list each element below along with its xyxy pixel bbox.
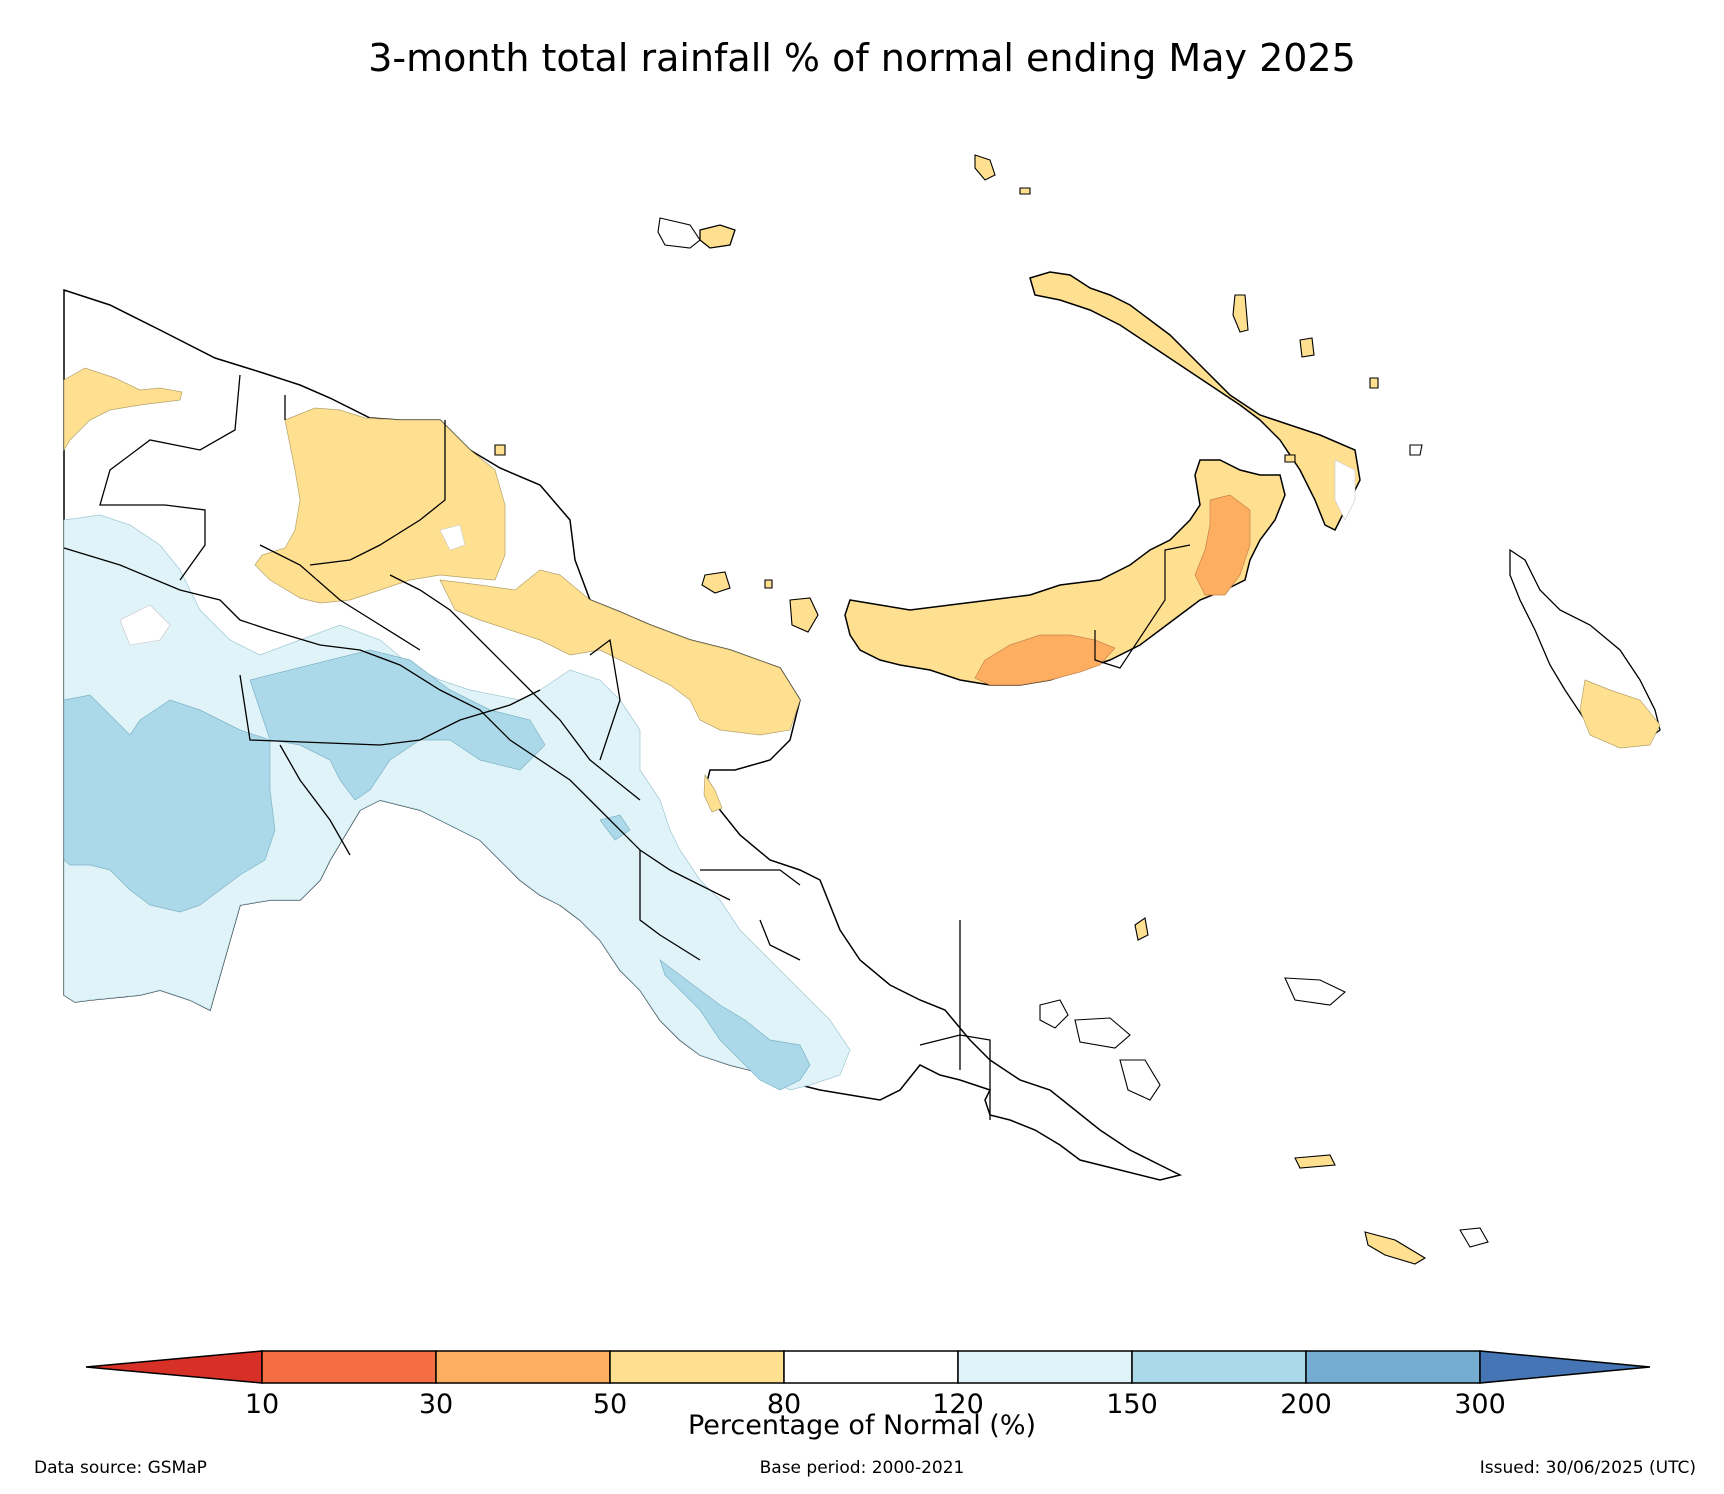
new-britain-province-line <box>1094 544 1191 669</box>
rainfall-map <box>63 154 1661 1265</box>
colorbar-segment-10-30 <box>261 1350 437 1384</box>
southwest-light-blue <box>63 514 851 1091</box>
colorbar-tick-label: 200 <box>1280 1389 1332 1420</box>
bougainville-yellow <box>1579 679 1661 749</box>
island-misima <box>1294 1154 1336 1169</box>
island-karkar <box>701 571 731 594</box>
bougainville <box>1509 548 1661 749</box>
northwest-corner-yellow <box>63 367 183 452</box>
new-britain-orange-east <box>1194 494 1251 596</box>
colorbar-segment-80-120 <box>783 1350 959 1384</box>
white-pocket-north <box>439 524 466 551</box>
colorbar-segment-200-300 <box>1305 1350 1481 1384</box>
new-britain <box>844 459 1286 686</box>
data-source: Data source: GSMaP <box>34 1458 207 1478</box>
small-islands <box>494 154 1489 1265</box>
base-period: Base period: 2000-2021 <box>759 1458 965 1478</box>
map-title: 3-month total rainfall % of normal endin… <box>368 36 1356 80</box>
colorbar-segment-50-80 <box>609 1350 785 1384</box>
north-yellow-zone <box>254 407 506 604</box>
colorbar-tick-label: 120 <box>932 1389 984 1420</box>
southwest-blue-area <box>63 694 276 913</box>
colorbar: 10 30 50 80 120 150 200 300 <box>85 1350 1651 1420</box>
island-wuvulu <box>494 444 506 456</box>
island-tanga <box>1369 377 1379 389</box>
new-britain-orange-south <box>974 634 1116 686</box>
colorbar-tick-label: 150 <box>1106 1389 1158 1420</box>
island-duke-york <box>1284 454 1296 463</box>
island-feni <box>1409 444 1423 456</box>
colorbar-tick-label: 30 <box>419 1389 453 1420</box>
island-mussau <box>974 154 996 181</box>
island-sudest <box>1364 1231 1427 1265</box>
island-umboi <box>764 579 773 589</box>
island-rossel <box>1459 1227 1489 1248</box>
south-coast-blue-area <box>659 959 811 1091</box>
mainland <box>63 288 1183 1181</box>
island-woodlark <box>1284 977 1346 1006</box>
small-blue-patch <box>599 814 631 841</box>
new-ireland-white-tip <box>1334 459 1356 521</box>
colorbar-tick-label: 80 <box>767 1389 801 1420</box>
colorbar-tick-label: 300 <box>1454 1389 1506 1420</box>
province-boundaries <box>63 374 991 1120</box>
colorbar-tick-label: 50 <box>593 1389 627 1420</box>
new-ireland <box>1029 271 1361 532</box>
manus <box>657 217 736 249</box>
colorbar-segment-150-200 <box>1131 1350 1307 1384</box>
island-long <box>789 597 819 633</box>
central-blue-area <box>249 649 546 801</box>
island-fergusson <box>1074 1017 1131 1049</box>
colorbar-label: Percentage of Normal (%) <box>687 1410 1037 1441</box>
island-goodenough <box>1039 999 1069 1029</box>
colorbar-tick-label: 10 <box>245 1389 279 1420</box>
new-britain-land <box>844 459 1286 686</box>
island-emirau <box>1019 187 1031 195</box>
colorbar-segment-120-150 <box>957 1350 1133 1384</box>
island-trobriand <box>1134 917 1149 941</box>
island-normanby <box>1119 1059 1161 1101</box>
island-lihir <box>1299 337 1315 358</box>
coastal-yellow-strip <box>703 773 723 813</box>
colorbar-segment-lt10 <box>85 1350 263 1384</box>
colorbar-segment-gt300 <box>1479 1350 1651 1384</box>
issued-date: Issued: 30/06/2025 (UTC) <box>1479 1458 1696 1478</box>
colorbar-segment-30-50 <box>435 1350 611 1384</box>
north-yellow-zone-east <box>439 569 801 736</box>
colorbar-ticks: 10 30 50 80 120 150 200 300 <box>245 1389 1506 1420</box>
island-tabar <box>1232 294 1249 333</box>
manus-outline <box>657 217 701 249</box>
white-pocket-west <box>119 604 171 646</box>
